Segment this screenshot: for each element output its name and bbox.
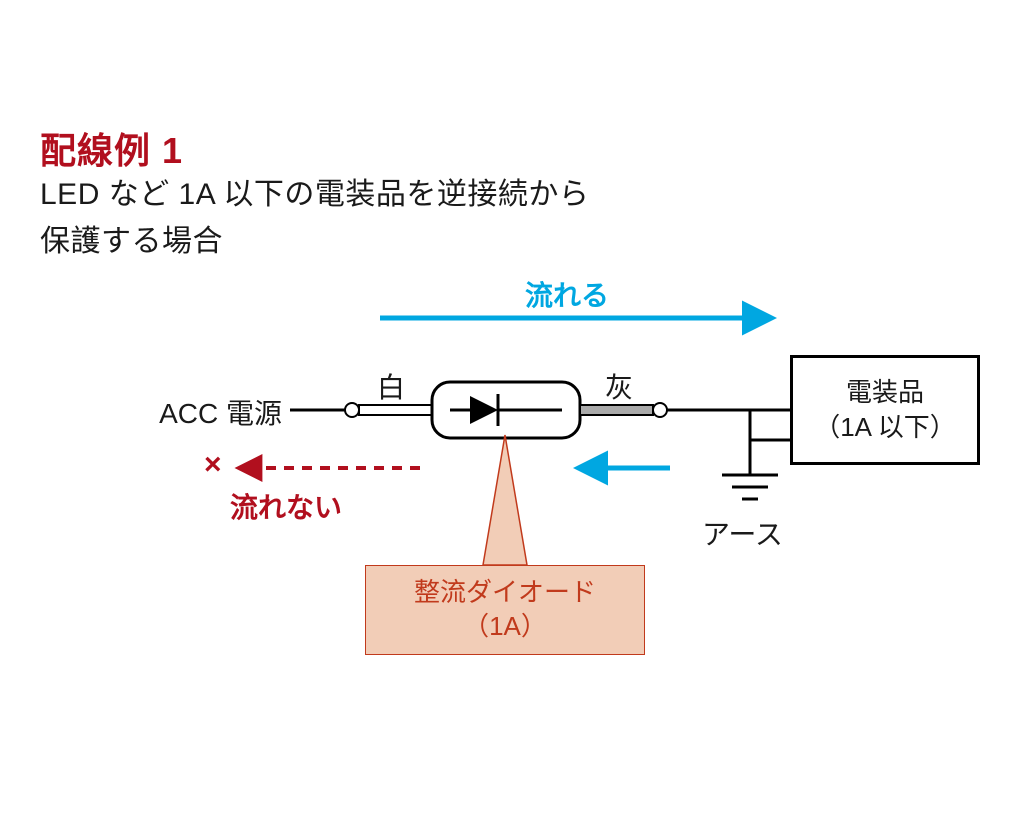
callout-line-2: （1A）	[463, 610, 547, 644]
flow-allowed-label: 流れる	[525, 274, 609, 314]
flow-blocked-label: 流れない	[230, 486, 342, 526]
device-line-2: （1A 以下）	[814, 410, 956, 445]
ground-label: アース	[702, 513, 783, 553]
wire-white-label: 白	[377, 366, 405, 406]
diode-callout: 整流ダイオード （1A）	[365, 565, 645, 655]
wire-gray-label: 灰	[605, 366, 633, 406]
acc-power-label: ACC 電源	[159, 392, 282, 432]
device-box: 電装品 （1A 以下）	[790, 355, 980, 465]
callout-line-1: 整流ダイオード	[414, 576, 596, 610]
device-line-1: 電装品	[846, 375, 924, 410]
blocked-x-mark: ×	[204, 448, 222, 482]
